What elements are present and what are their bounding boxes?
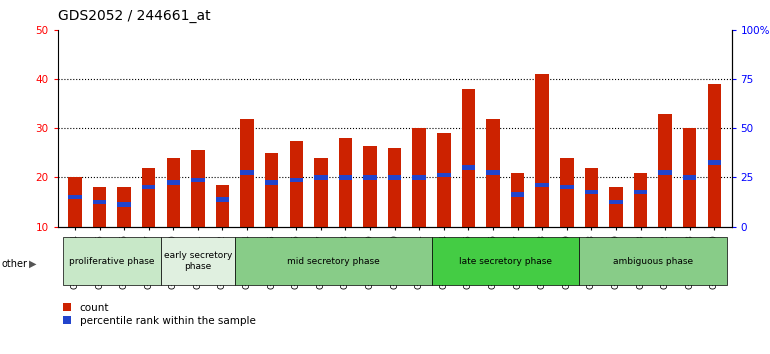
Bar [462, 165, 475, 170]
Bar [413, 175, 426, 179]
Text: mid secretory phase: mid secretory phase [286, 257, 380, 266]
Bar [560, 185, 574, 189]
Text: early secretory
phase: early secretory phase [164, 251, 232, 271]
Bar [117, 202, 131, 207]
Bar [216, 185, 229, 227]
Bar [658, 170, 672, 175]
Bar [265, 153, 279, 227]
Bar [339, 175, 352, 179]
Bar [191, 150, 205, 227]
Bar [431, 237, 579, 285]
Bar [708, 160, 721, 165]
Bar [93, 187, 106, 227]
Bar [142, 167, 156, 227]
Bar [634, 172, 648, 227]
Bar [584, 190, 598, 194]
Bar [191, 178, 205, 182]
Bar [240, 119, 254, 227]
Bar [584, 167, 598, 227]
Bar [535, 74, 549, 227]
Text: GDS2052 / 244661_at: GDS2052 / 244661_at [58, 9, 210, 23]
Bar [142, 185, 156, 189]
Bar [363, 145, 377, 227]
Bar [117, 187, 131, 227]
Bar [486, 119, 500, 227]
Bar [290, 141, 303, 227]
Bar [579, 237, 727, 285]
Bar [462, 89, 475, 227]
Bar [314, 158, 327, 227]
Bar [240, 170, 254, 175]
Bar [658, 114, 672, 227]
Bar [388, 148, 401, 227]
Bar [265, 180, 279, 184]
Bar [683, 128, 696, 227]
Text: ambiguous phase: ambiguous phase [613, 257, 693, 266]
Bar [235, 237, 431, 285]
Bar [314, 175, 327, 179]
Text: ▶: ▶ [29, 259, 37, 269]
Bar [166, 180, 180, 184]
Bar [708, 84, 721, 227]
Text: late secretory phase: late secretory phase [459, 257, 552, 266]
Bar [216, 197, 229, 202]
Bar [437, 133, 450, 227]
Bar [62, 237, 161, 285]
Bar [413, 128, 426, 227]
Bar [609, 200, 623, 204]
Bar [634, 190, 648, 194]
Bar [388, 175, 401, 179]
Bar [437, 173, 450, 177]
Bar [69, 177, 82, 227]
Bar [69, 195, 82, 199]
Bar [609, 187, 623, 227]
Bar [535, 183, 549, 187]
Bar [93, 200, 106, 204]
Bar [290, 178, 303, 182]
Bar [166, 158, 180, 227]
Bar [486, 170, 500, 175]
Text: other: other [2, 259, 28, 269]
Legend: count, percentile rank within the sample: count, percentile rank within the sample [63, 303, 256, 326]
Bar [511, 193, 524, 197]
Bar [683, 175, 696, 179]
Text: proliferative phase: proliferative phase [69, 257, 155, 266]
Bar [560, 158, 574, 227]
Bar [363, 175, 377, 179]
Bar [339, 138, 352, 227]
Bar [161, 237, 235, 285]
Bar [511, 172, 524, 227]
